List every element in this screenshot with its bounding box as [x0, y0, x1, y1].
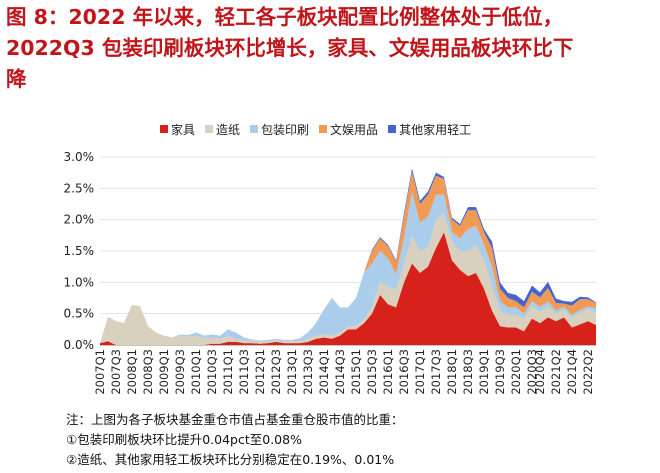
- legend-label: 文娱用品: [330, 122, 379, 137]
- x-tick-label: 2021Q4: [565, 349, 579, 395]
- y-tick-label: 1.0%: [64, 275, 95, 289]
- x-tick-label: 2022Q2: [581, 349, 595, 395]
- legend-item-entertainment: 文娱用品: [319, 121, 378, 138]
- area-包装印刷: [100, 191, 596, 344]
- x-tick-label: 2011Q3: [237, 349, 251, 395]
- legend-swatch: [319, 125, 328, 133]
- legend-swatch: [388, 125, 397, 133]
- note-line-1: 注：上图为各子板块基金重仓市值占基金重仓股市值的比重：: [66, 412, 404, 427]
- x-tick-label: 2021Q2: [549, 349, 563, 395]
- x-tick-label: 2015Q3: [365, 349, 379, 395]
- x-tick-label: 2018Q1: [445, 349, 459, 395]
- y-tick-label: 0.0%: [64, 338, 95, 352]
- area-家具: [100, 232, 596, 345]
- x-tick-label: 2009Q1: [157, 349, 171, 395]
- x-axis: 2007Q1 2007Q3 2008Q1 2008Q3 2009Q1 2009Q3 2010…: [93, 349, 595, 395]
- legend-swatch: [160, 125, 168, 133]
- title-line-1: 图 8：2022 年以来，轻工各子板块配置比例整体处于低位，: [6, 5, 564, 29]
- legend-item-other-household: 其他家用轻工: [388, 121, 471, 138]
- x-tick-label: 2011Q1: [221, 349, 235, 395]
- x-tick-label: 2012Q1: [253, 349, 267, 395]
- x-tick-label: 2016Q3: [397, 349, 411, 395]
- x-tick-label: 2013Q3: [301, 349, 315, 395]
- x-tick-label: 2007Q1: [93, 349, 107, 395]
- x-tick-label: 2008Q1: [125, 349, 139, 395]
- note-line-3: ②造纸、其他家用轻工板块环比分别稳定在0.19%、0.01%: [66, 452, 395, 467]
- x-tick-label: 2017Q1: [413, 349, 427, 395]
- y-tick-label: 1.5%: [64, 244, 95, 258]
- x-tick-label: 2010Q3: [205, 349, 219, 395]
- x-tick-label: 2020Q1: [509, 349, 523, 395]
- stacked-area-chart: 0.0% 0.5% 1.0% 1.5% 2.0% 2.5% 3.0% 2007Q1 2007Q…: [64, 150, 596, 395]
- y-tick-label: 0.5%: [64, 307, 95, 321]
- x-tick-label: 2009Q3: [173, 349, 187, 395]
- x-tick-label: 2012Q3: [269, 349, 283, 395]
- x-tick-label: 2013Q1: [285, 349, 299, 395]
- legend-label: 造纸: [216, 122, 241, 137]
- x-tick-label: 2015Q1: [349, 349, 363, 395]
- x-tick-label: 2014Q1: [317, 349, 331, 395]
- area-series: [100, 168, 596, 345]
- legend-label: 包装印刷: [261, 122, 310, 137]
- x-tick-label: 2008Q3: [141, 349, 155, 395]
- x-tick-label: 2010Q1: [189, 349, 203, 395]
- x-tick-label: 2019Q1: [477, 349, 491, 395]
- x-tick-label: 2016Q1: [381, 349, 395, 395]
- gridlines: [100, 156, 596, 346]
- note-line-2: ①包装印刷板块环比提升0.04pct至0.08%: [66, 432, 302, 447]
- chart-legend: 家具 造纸 包装印刷 文娱用品 其他家用轻工: [160, 119, 481, 139]
- x-tick-label: 2020Q3: [525, 349, 539, 395]
- title-line-3: 降: [6, 67, 27, 91]
- area-文娱用品: [100, 171, 596, 344]
- x-tick-label: 2007Q3: [109, 349, 123, 395]
- legend-item-packaging: 包装印刷: [250, 121, 309, 138]
- area-造纸: [100, 213, 596, 345]
- legend-label: 其他家用轻工: [399, 122, 472, 137]
- x-tick-label: 2018Q3: [461, 349, 475, 395]
- x-tick-label: 2014Q3: [333, 349, 347, 395]
- x-tick-label: 2019Q3: [493, 349, 507, 395]
- legend-swatch: [250, 125, 259, 133]
- legend-item-paper: 造纸: [205, 121, 240, 138]
- x-tick-label: 2017Q3: [429, 349, 443, 395]
- y-tick-label: 2.0%: [64, 213, 95, 227]
- legend-item-furniture: 家具: [160, 121, 195, 138]
- x-tick-label: 2020Q4: [533, 349, 547, 395]
- figure-title: 图 8：2022 年以来，轻工各子板块配置比例整体处于低位， 2022Q3 包装…: [6, 2, 656, 95]
- y-tick-label: 3.0%: [64, 150, 95, 164]
- y-tick-label: 2.5%: [64, 181, 95, 195]
- legend-label: 家具: [171, 122, 196, 137]
- legend-swatch: [205, 125, 214, 133]
- title-line-2: 2022Q3 包装印刷板块环比增长，家具、文娱用品板块环比下: [6, 36, 574, 60]
- y-axis: 0.0% 0.5% 1.0% 1.5% 2.0% 2.5% 3.0%: [64, 150, 95, 352]
- chart-notes: 注：上图为各子板块基金重仓市值占基金重仓股市值的比重： ①包装印刷板块环比提升0…: [66, 410, 404, 470]
